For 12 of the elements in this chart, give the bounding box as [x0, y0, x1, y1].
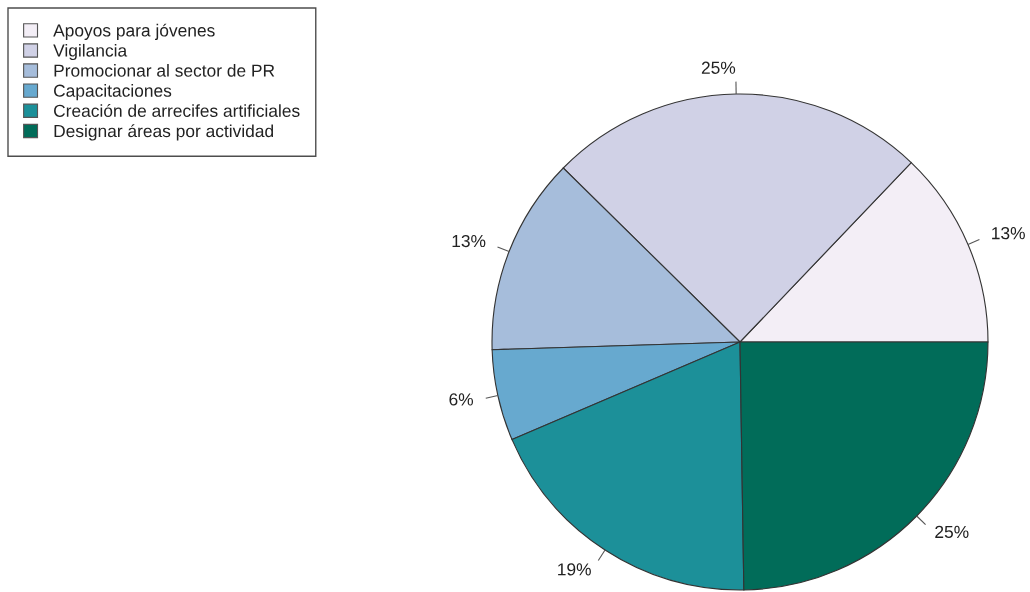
legend-label: Creación de arrecifes artificiales: [54, 104, 300, 117]
data-label: 25%: [701, 61, 736, 74]
data-label: 25%: [935, 525, 969, 539]
data-label: 13%: [992, 227, 1025, 240]
legend-label: Vigilancia: [53, 43, 128, 61]
legend-label: Designar áreas por actividad: [54, 124, 274, 141]
data-label: 6%: [449, 393, 474, 406]
legend-label: Capacitaciones: [54, 84, 172, 101]
legend-label: Apoyos para jóvenes: [53, 23, 215, 41]
data-label: 13%: [452, 234, 486, 248]
data-label: 19%: [558, 563, 591, 576]
legend-label: Promocionar al sector de PR: [54, 64, 275, 77]
